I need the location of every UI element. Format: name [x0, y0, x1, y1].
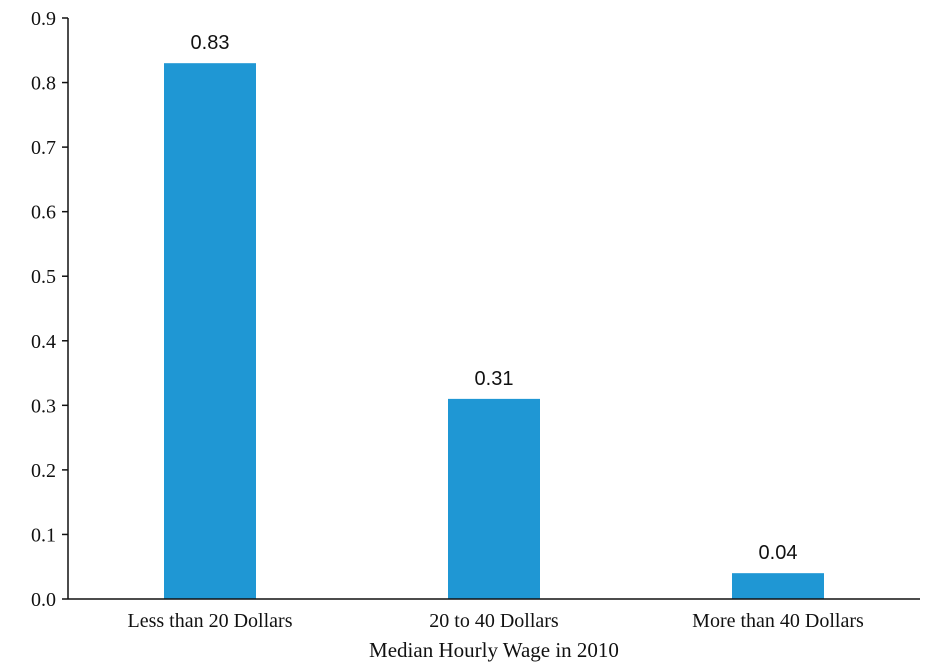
bar — [732, 573, 824, 599]
data-label: 0.04 — [759, 542, 798, 564]
y-tick-label: 0.4 — [31, 331, 56, 353]
y-tick-label: 0.9 — [31, 8, 56, 30]
bars — [164, 63, 824, 599]
y-tick-label: 0.7 — [31, 137, 56, 159]
x-tick-label: Less than 20 Dollars — [128, 610, 293, 632]
y-tick-label: 0.2 — [31, 460, 56, 482]
y-axis-ticks: 0.0 0.1 0.2 0.3 0.4 0.5 0.6 0.7 0.8 0.9 — [31, 8, 68, 611]
bar — [164, 63, 256, 599]
bar — [448, 398, 540, 599]
x-axis-title: Median Hourly Wage in 2010 — [369, 638, 619, 662]
y-tick-label: 0.8 — [31, 73, 56, 95]
y-tick-label: 0.0 — [31, 589, 56, 611]
data-label: 0.31 — [475, 368, 514, 390]
data-label: 0.83 — [191, 32, 230, 54]
value-labels: 0.83 0.31 0.04 — [191, 32, 798, 564]
y-tick-label: 0.1 — [31, 524, 56, 546]
y-tick-label: 0.3 — [31, 395, 56, 417]
x-axis-labels: Less than 20 Dollars 20 to 40 Dollars More… — [128, 610, 865, 632]
x-tick-label: More than 40 Dollars — [692, 610, 864, 632]
y-tick-label: 0.5 — [31, 266, 56, 288]
x-tick-label: 20 to 40 Dollars — [429, 610, 559, 632]
y-tick-label: 0.6 — [31, 202, 56, 224]
